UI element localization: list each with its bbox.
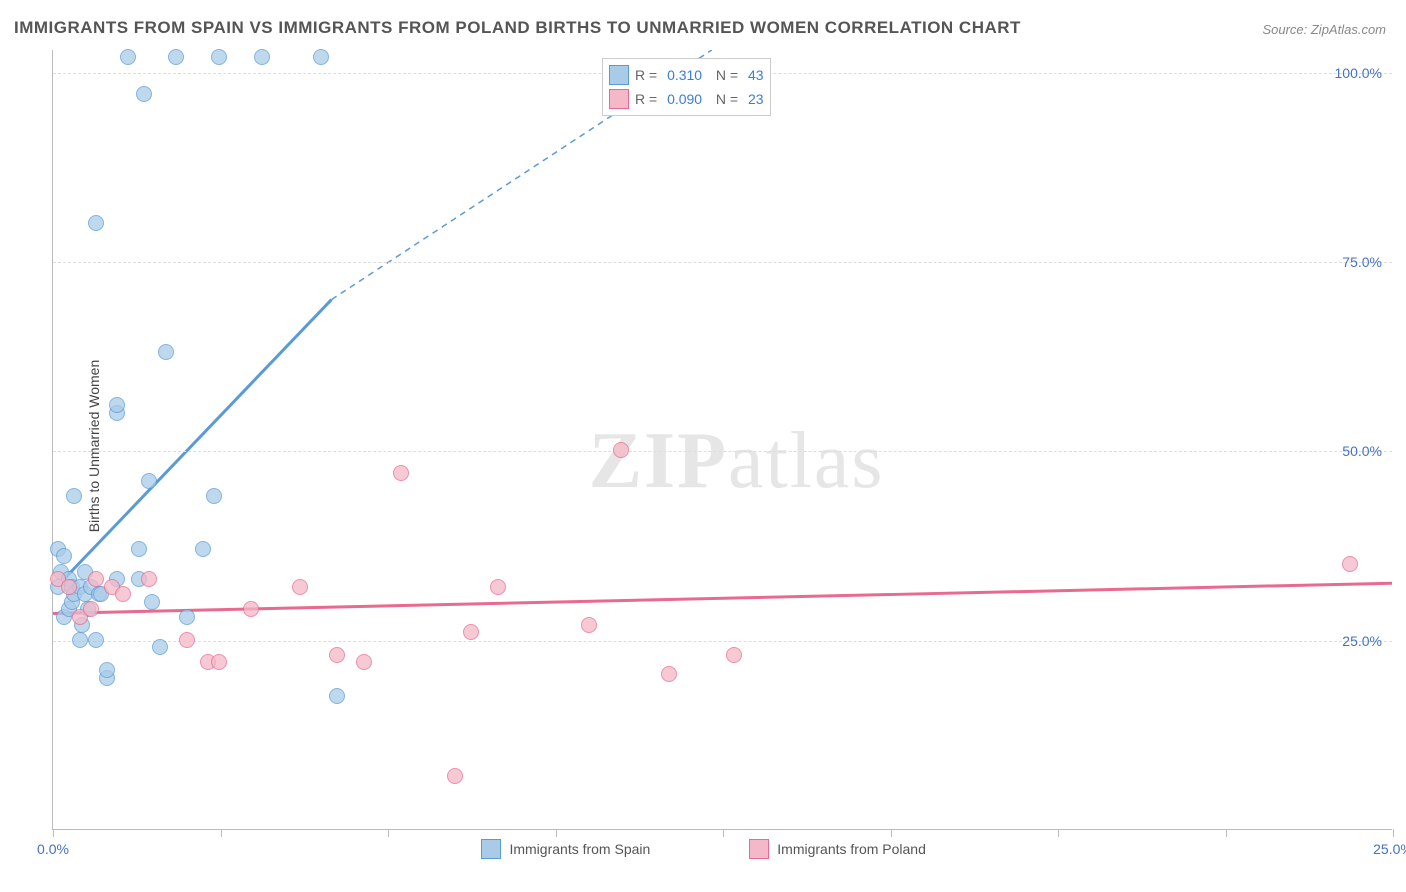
scatter-plot-area: ZIPatlas 25.0%50.0%75.0%100.0%0.0%25.0%R… xyxy=(52,50,1392,830)
legend-n-label: N = xyxy=(708,67,742,83)
legend-r-value: 0.090 xyxy=(667,91,702,107)
scatter-point xyxy=(211,654,227,670)
scatter-point xyxy=(329,688,345,704)
scatter-point xyxy=(136,86,152,102)
x-tick-label: 0.0% xyxy=(37,841,69,857)
x-tick xyxy=(891,829,892,837)
scatter-point xyxy=(243,601,259,617)
scatter-point xyxy=(56,548,72,564)
scatter-point xyxy=(152,639,168,655)
scatter-point xyxy=(88,632,104,648)
correlation-legend: R = 0.310 N = 43R = 0.090 N = 23 xyxy=(602,58,771,116)
x-tick xyxy=(723,829,724,837)
legend-n-value: 23 xyxy=(748,91,764,107)
legend-swatch xyxy=(609,89,629,109)
chart-title: IMMIGRANTS FROM SPAIN VS IMMIGRANTS FROM… xyxy=(14,18,1021,38)
scatter-point xyxy=(144,594,160,610)
series-legend-label: Immigrants from Spain xyxy=(509,841,650,857)
x-tick-label: 25.0% xyxy=(1373,841,1406,857)
scatter-point xyxy=(613,442,629,458)
watermark-light: atlas xyxy=(728,417,885,505)
legend-swatch xyxy=(481,839,501,859)
scatter-point xyxy=(66,488,82,504)
trend-lines xyxy=(53,50,1392,829)
x-tick xyxy=(1393,829,1394,837)
scatter-point xyxy=(83,601,99,617)
scatter-point xyxy=(581,617,597,633)
x-tick xyxy=(1058,829,1059,837)
x-tick xyxy=(221,829,222,837)
trend-line xyxy=(64,300,332,580)
scatter-point xyxy=(195,541,211,557)
x-tick xyxy=(1226,829,1227,837)
scatter-point xyxy=(393,465,409,481)
scatter-point xyxy=(168,49,184,65)
scatter-point xyxy=(661,666,677,682)
scatter-point xyxy=(313,49,329,65)
x-tick xyxy=(53,829,54,837)
series-legend-item: Immigrants from Poland xyxy=(749,839,926,859)
scatter-point xyxy=(61,579,77,595)
scatter-point xyxy=(1342,556,1358,572)
series-legend-item: Immigrants from Spain xyxy=(481,839,650,859)
source-attribution: Source: ZipAtlas.com xyxy=(1262,22,1386,37)
watermark: ZIPatlas xyxy=(589,416,885,507)
scatter-point xyxy=(141,473,157,489)
scatter-point xyxy=(99,662,115,678)
gridline-h xyxy=(53,641,1392,642)
legend-swatch xyxy=(749,839,769,859)
scatter-point xyxy=(356,654,372,670)
scatter-point xyxy=(158,344,174,360)
legend-r-label: R = xyxy=(635,67,661,83)
legend-row: R = 0.090 N = 23 xyxy=(609,87,764,111)
legend-n-label: N = xyxy=(708,91,742,107)
scatter-point xyxy=(211,49,227,65)
scatter-point xyxy=(179,632,195,648)
legend-swatch xyxy=(609,65,629,85)
scatter-point xyxy=(329,647,345,663)
series-legend-label: Immigrants from Poland xyxy=(777,841,926,857)
scatter-point xyxy=(141,571,157,587)
legend-n-value: 43 xyxy=(748,67,764,83)
scatter-point xyxy=(490,579,506,595)
scatter-point xyxy=(120,49,136,65)
scatter-point xyxy=(115,586,131,602)
scatter-point xyxy=(88,571,104,587)
x-tick xyxy=(388,829,389,837)
legend-r-value: 0.310 xyxy=(667,67,702,83)
scatter-point xyxy=(179,609,195,625)
scatter-point xyxy=(292,579,308,595)
legend-r-label: R = xyxy=(635,91,661,107)
scatter-point xyxy=(88,215,104,231)
scatter-point xyxy=(72,632,88,648)
y-tick-label: 100.0% xyxy=(1335,65,1382,81)
legend-row: R = 0.310 N = 43 xyxy=(609,63,764,87)
gridline-h xyxy=(53,451,1392,452)
scatter-point xyxy=(447,768,463,784)
scatter-point xyxy=(463,624,479,640)
x-tick xyxy=(556,829,557,837)
y-tick-label: 50.0% xyxy=(1342,443,1382,459)
scatter-point xyxy=(131,541,147,557)
scatter-point xyxy=(206,488,222,504)
scatter-point xyxy=(109,397,125,413)
gridline-h xyxy=(53,262,1392,263)
scatter-point xyxy=(726,647,742,663)
y-tick-label: 25.0% xyxy=(1342,633,1382,649)
watermark-bold: ZIP xyxy=(589,417,728,505)
y-tick-label: 75.0% xyxy=(1342,254,1382,270)
scatter-point xyxy=(254,49,270,65)
